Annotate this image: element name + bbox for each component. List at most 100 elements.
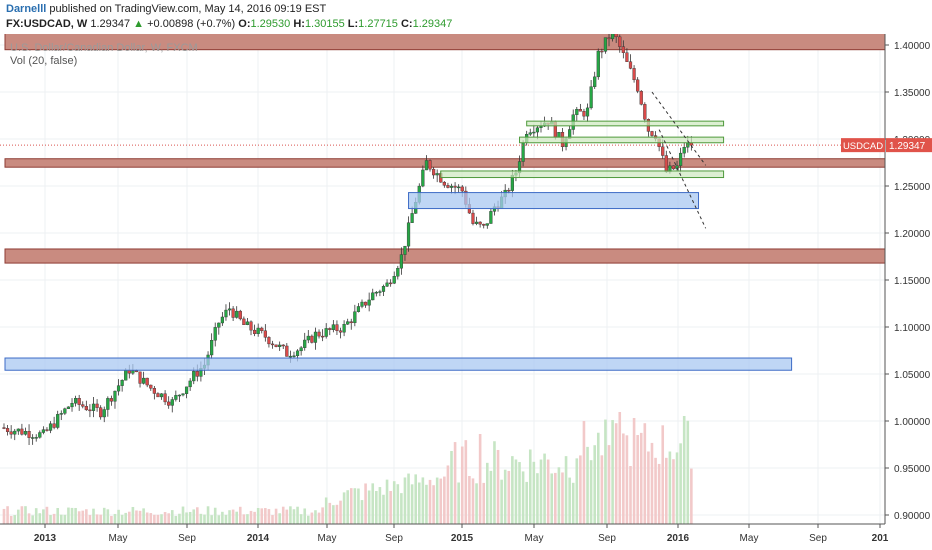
volume-indicator-label[interactable]: Vol (20, false) xyxy=(10,55,77,67)
candle-body[interactable] xyxy=(99,407,103,418)
candle-body[interactable] xyxy=(134,370,139,373)
candle-body[interactable] xyxy=(636,79,640,92)
candle-body[interactable] xyxy=(156,393,160,398)
candle-body[interactable] xyxy=(120,380,124,386)
candle-body[interactable] xyxy=(77,398,81,405)
candle-body[interactable] xyxy=(410,213,414,223)
candle-body[interactable] xyxy=(628,61,633,69)
candle-body[interactable] xyxy=(507,189,511,192)
candle-body[interactable] xyxy=(34,437,38,439)
candle-body[interactable] xyxy=(399,254,403,269)
candle-body[interactable] xyxy=(70,402,74,408)
candle-body[interactable] xyxy=(471,212,475,224)
candle-body[interactable] xyxy=(274,344,278,347)
candle-body[interactable] xyxy=(575,109,579,115)
candle-body[interactable] xyxy=(145,377,149,386)
candle-body[interactable] xyxy=(317,331,321,337)
candle-body[interactable] xyxy=(650,131,654,136)
candle-body[interactable] xyxy=(109,398,113,402)
candle-body[interactable] xyxy=(159,393,164,398)
candle-body[interactable] xyxy=(335,324,339,331)
candle-body[interactable] xyxy=(532,131,536,134)
candle-body[interactable] xyxy=(582,111,586,117)
candle-body[interactable] xyxy=(66,406,71,409)
candle-body[interactable] xyxy=(406,222,411,247)
support-zone[interactable] xyxy=(4,357,793,371)
resistance-zone[interactable] xyxy=(4,248,886,264)
candle-body[interactable] xyxy=(299,347,303,352)
candle-body[interactable] xyxy=(267,337,271,345)
candle-body[interactable] xyxy=(45,429,49,431)
candle-body[interactable] xyxy=(167,401,171,406)
candle-body[interactable] xyxy=(295,350,300,357)
candle-body[interactable] xyxy=(489,211,493,224)
candle-body[interactable] xyxy=(113,390,117,402)
candle-body[interactable] xyxy=(603,37,608,52)
candle-body[interactable] xyxy=(381,286,386,292)
candle-body[interactable] xyxy=(679,152,683,166)
candle-body[interactable] xyxy=(27,431,31,438)
candle-body[interactable] xyxy=(539,126,543,128)
candle-body[interactable] xyxy=(367,299,371,306)
candle-body[interactable] xyxy=(242,318,246,326)
candle-body[interactable] xyxy=(424,160,429,171)
candle-body[interactable] xyxy=(460,186,464,192)
candle-body[interactable] xyxy=(116,385,121,392)
candle-body[interactable] xyxy=(220,316,224,324)
candle-body[interactable] xyxy=(152,388,156,394)
candle-body[interactable] xyxy=(52,423,56,428)
candle-body[interactable] xyxy=(360,301,364,307)
green-zone[interactable] xyxy=(519,136,725,144)
candle-body[interactable] xyxy=(485,223,489,226)
candle-body[interactable] xyxy=(675,165,679,170)
candle-body[interactable] xyxy=(181,393,185,396)
candle-body[interactable] xyxy=(195,371,199,377)
candle-body[interactable] xyxy=(428,160,432,170)
candle-body[interactable] xyxy=(73,398,78,404)
candle-body[interactable] xyxy=(23,431,28,435)
green-zone[interactable] xyxy=(526,120,725,127)
candle-body[interactable] xyxy=(374,291,378,294)
candle-body[interactable] xyxy=(528,132,532,135)
candle-body[interactable] xyxy=(310,335,314,343)
candle-body[interactable] xyxy=(263,330,267,338)
candle-body[interactable] xyxy=(389,282,393,285)
candle-body[interactable] xyxy=(13,430,17,435)
candle-body[interactable] xyxy=(31,437,35,439)
candle-body[interactable] xyxy=(356,306,361,312)
candle-body[interactable] xyxy=(618,36,622,47)
candle-body[interactable] xyxy=(48,423,53,431)
candle-body[interactable] xyxy=(252,329,257,334)
candle-body[interactable] xyxy=(435,173,439,176)
candle-body[interactable] xyxy=(632,68,636,81)
candle-body[interactable] xyxy=(396,267,400,277)
candle-body[interactable] xyxy=(131,370,135,374)
candle-body[interactable] xyxy=(124,369,128,381)
green-zone[interactable] xyxy=(440,170,725,179)
candle-body[interactable] xyxy=(177,394,182,397)
candle-body[interactable] xyxy=(149,384,153,389)
candle-body[interactable] xyxy=(371,292,375,301)
candle-body[interactable] xyxy=(593,76,597,87)
candle-body[interactable] xyxy=(174,395,178,400)
candle-body[interactable] xyxy=(106,398,110,410)
candle-body[interactable] xyxy=(331,324,335,330)
candle-body[interactable] xyxy=(664,155,668,173)
candle-body[interactable] xyxy=(611,34,615,40)
candle-body[interactable] xyxy=(217,322,221,328)
candle-body[interactable] xyxy=(378,291,382,293)
candle-body[interactable] xyxy=(192,371,196,382)
candle-body[interactable] xyxy=(188,380,192,388)
candle-body[interactable] xyxy=(321,335,325,338)
candle-body[interactable] xyxy=(557,132,561,138)
candle-body[interactable] xyxy=(643,104,647,120)
author-link[interactable]: Darnelll xyxy=(6,3,47,15)
candle-body[interactable] xyxy=(421,169,425,187)
candle-body[interactable] xyxy=(20,428,24,435)
candle-body[interactable] xyxy=(270,343,275,346)
resistance-zone[interactable] xyxy=(4,158,886,168)
candle-body[interactable] xyxy=(353,311,357,324)
candle-body[interactable] xyxy=(238,310,242,320)
candle-body[interactable] xyxy=(285,345,289,357)
candle-body[interactable] xyxy=(474,221,479,224)
